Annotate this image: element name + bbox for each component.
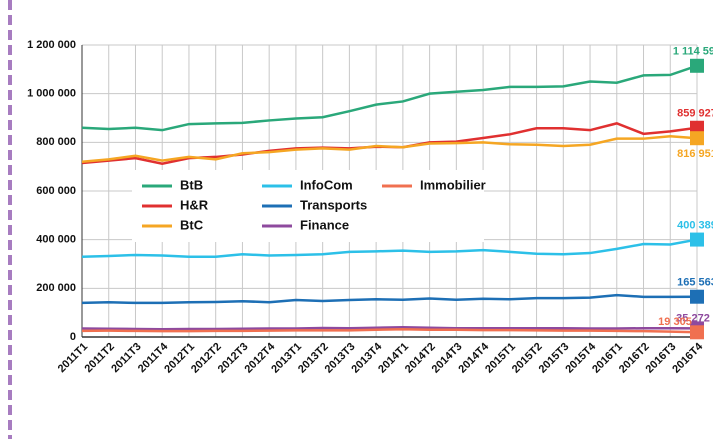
legend-label: Immobilier: [420, 177, 486, 192]
value-label: 35 272: [676, 312, 710, 324]
series-line: [81, 293, 698, 305]
value-label: 859 927: [677, 108, 713, 120]
legend-label: InfoCom: [300, 177, 353, 192]
y-tick-label: 400 000: [36, 234, 76, 246]
value-label: 165 563: [677, 277, 713, 289]
value-label: 19 305: [658, 316, 692, 328]
value-label: 1 114 596: [673, 46, 713, 58]
series-line: [81, 326, 698, 331]
y-tick-label: 200 000: [36, 282, 76, 294]
x-tick-label: 2016T4: [670, 340, 705, 375]
legend-box: [132, 170, 484, 242]
legend-label: Transports: [300, 197, 367, 212]
series-line: [81, 134, 698, 164]
end-marker: [690, 232, 704, 247]
legend-label: BtB: [180, 177, 203, 192]
legend-label: Finance: [300, 217, 349, 232]
y-tick-label: 600 000: [36, 185, 76, 197]
series-line: [81, 327, 698, 334]
series-line: [81, 238, 698, 258]
value-label: 816 951: [677, 148, 713, 160]
y-tick-label: 1 000 000: [27, 88, 76, 100]
end-marker: [690, 325, 704, 340]
series-line: [81, 64, 698, 132]
end-marker: [690, 58, 704, 73]
end-marker: [690, 131, 704, 146]
y-tick-label: 1 200 000: [27, 39, 76, 51]
legend-label: H&R: [180, 197, 209, 212]
y-tick-label: 0: [70, 331, 76, 343]
y-tick-label: 800 000: [36, 136, 76, 148]
end-marker: [690, 289, 704, 304]
value-label: 400 389: [677, 219, 713, 231]
legend-label: BtC: [180, 217, 204, 232]
